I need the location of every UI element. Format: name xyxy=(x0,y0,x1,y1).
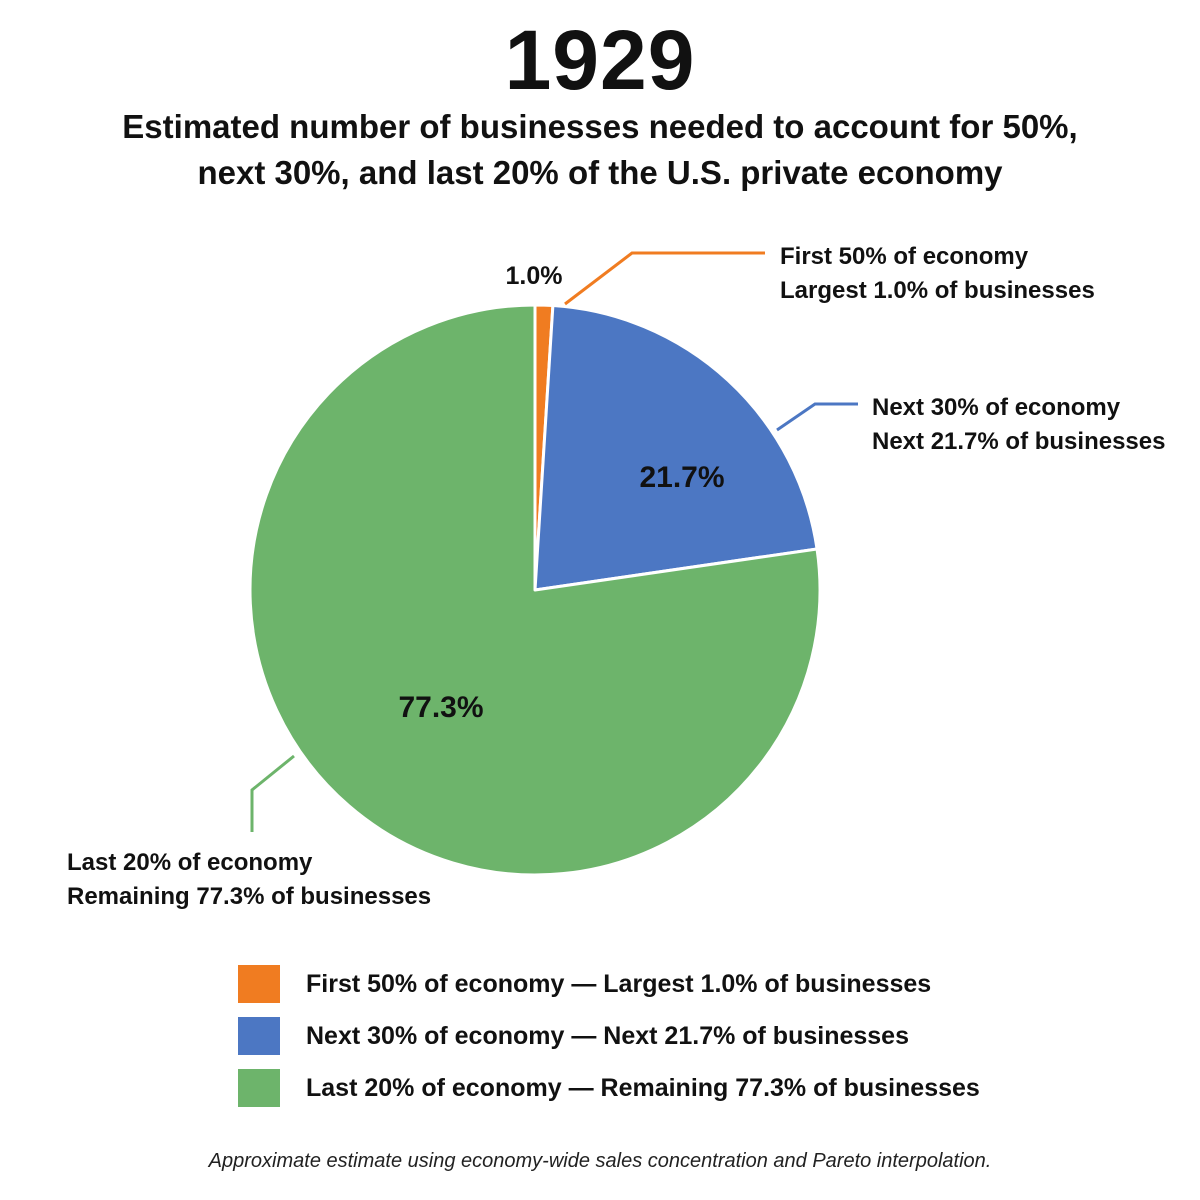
legend-label: First 50% of economy — Largest 1.0% of b… xyxy=(306,970,932,998)
callout-label: Next 21.7% of businesses xyxy=(872,428,1165,455)
chart-title: 1929 xyxy=(504,13,696,107)
slice-value-label: 77.3% xyxy=(398,691,483,724)
slice-value-label: 21.7% xyxy=(639,461,724,494)
footnote: Approximate estimate using economy-wide … xyxy=(208,1150,992,1172)
callout-label: First 50% of economy xyxy=(780,243,1029,270)
legend-label: Last 20% of economy — Remaining 77.3% of… xyxy=(306,1074,980,1102)
legend-label: Next 30% of economy — Next 21.7% of busi… xyxy=(306,1022,909,1050)
callout-leader-line xyxy=(564,251,765,306)
chart-subtitle: Estimated number of businesses needed to… xyxy=(122,108,1078,191)
callout-label: Last 20% of economy xyxy=(67,849,313,876)
callout-label: Largest 1.0% of businesses xyxy=(780,277,1095,304)
slice-value-label: 1.0% xyxy=(506,262,563,290)
legend-swatch xyxy=(238,965,280,1003)
legend-swatch xyxy=(238,1017,280,1055)
legend-swatch xyxy=(238,1069,280,1107)
pie-slice xyxy=(248,303,822,877)
callout-leader-line xyxy=(250,754,295,832)
callout-leader-line xyxy=(776,402,858,432)
callout-label: Remaining 77.3% of businesses xyxy=(67,883,431,910)
callout-label: Next 30% of economy xyxy=(872,394,1121,421)
pie-slice xyxy=(533,304,819,592)
